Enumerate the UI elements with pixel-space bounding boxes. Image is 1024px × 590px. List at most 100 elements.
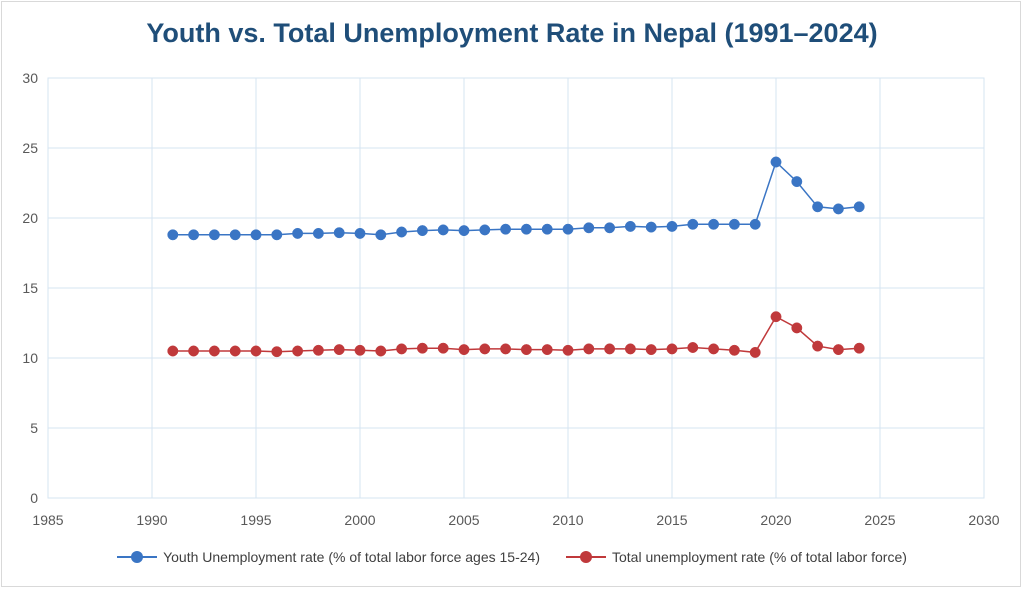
data-point-0	[167, 229, 179, 241]
data-point-1	[500, 343, 512, 355]
data-point-0	[687, 218, 699, 230]
legend-label-youth: Youth Unemployment rate (% of total labo…	[163, 549, 540, 565]
data-point-1	[541, 344, 553, 356]
legend-item-youth: Youth Unemployment rate (% of total labo…	[117, 549, 540, 565]
data-point-1	[562, 344, 574, 356]
data-point-1	[167, 345, 179, 357]
data-point-0	[520, 223, 532, 235]
data-point-0	[749, 218, 761, 230]
data-point-0	[541, 223, 553, 235]
data-point-0	[229, 229, 241, 241]
y-tick-label: 30	[22, 70, 38, 86]
data-point-0	[437, 224, 449, 236]
data-point-1	[708, 343, 720, 355]
data-point-0	[853, 201, 865, 213]
data-point-1	[396, 343, 408, 355]
legend: Youth Unemployment rate (% of total labo…	[0, 549, 1024, 565]
data-point-0	[396, 226, 408, 238]
x-tick-label: 2005	[448, 512, 479, 528]
data-point-1	[188, 345, 200, 357]
data-point-0	[312, 227, 324, 239]
data-point-1	[749, 346, 761, 358]
data-point-0	[562, 223, 574, 235]
data-point-0	[292, 227, 304, 239]
data-point-1	[437, 342, 449, 354]
data-point-1	[728, 344, 740, 356]
data-point-0	[458, 225, 470, 237]
x-tick-label: 2025	[864, 512, 895, 528]
x-tick-label: 2030	[968, 512, 999, 528]
data-point-1	[853, 342, 865, 354]
data-point-1	[416, 342, 428, 354]
data-point-0	[770, 156, 782, 168]
x-tick-label: 1990	[136, 512, 167, 528]
data-point-1	[624, 343, 636, 355]
data-point-1	[292, 345, 304, 357]
data-point-0	[333, 227, 345, 239]
data-point-0	[375, 229, 387, 241]
x-tick-label: 1995	[240, 512, 271, 528]
data-point-1	[770, 311, 782, 323]
data-point-0	[666, 220, 678, 232]
data-point-0	[791, 176, 803, 188]
data-point-1	[812, 340, 824, 352]
data-point-1	[645, 344, 657, 356]
y-tick-label: 10	[22, 350, 38, 366]
data-point-0	[250, 229, 262, 241]
data-point-0	[416, 225, 428, 237]
legend-marker-youth	[117, 551, 158, 563]
data-point-0	[645, 221, 657, 233]
data-point-0	[812, 201, 824, 213]
y-tick-label: 20	[22, 210, 38, 226]
data-point-0	[208, 229, 220, 241]
data-point-1	[666, 343, 678, 355]
y-tick-label: 25	[22, 140, 38, 156]
y-tick-label: 0	[30, 490, 38, 506]
y-tick-label: 15	[22, 280, 38, 296]
plot-border	[47, 77, 985, 499]
data-point-1	[479, 343, 491, 355]
data-point-0	[354, 227, 366, 239]
data-point-1	[520, 344, 532, 356]
data-point-1	[832, 344, 844, 356]
data-point-1	[312, 344, 324, 356]
x-tick-label: 1985	[32, 512, 63, 528]
legend-item-total: Total unemployment rate (% of total labo…	[566, 549, 907, 565]
x-tick-label: 2020	[760, 512, 791, 528]
series-line-1	[172, 315, 860, 354]
x-tick-label: 2015	[656, 512, 687, 528]
x-tick-label: 2000	[344, 512, 375, 528]
data-point-1	[271, 346, 283, 358]
legend-dot-youth	[131, 551, 144, 563]
data-point-0	[583, 222, 595, 234]
data-point-1	[250, 345, 262, 357]
legend-label-total: Total unemployment rate (% of total labo…	[612, 549, 907, 565]
series-layer	[167, 156, 865, 358]
data-point-0	[624, 220, 636, 232]
data-point-0	[728, 218, 740, 230]
data-point-0	[708, 218, 720, 230]
data-point-0	[271, 229, 283, 241]
data-point-0	[604, 222, 616, 234]
series-line-0	[172, 160, 860, 236]
data-point-1	[687, 342, 699, 353]
legend-marker-total	[566, 551, 606, 563]
data-point-1	[375, 345, 387, 357]
y-tick-label: 5	[30, 420, 38, 436]
data-point-0	[500, 223, 512, 235]
data-point-0	[832, 203, 844, 215]
data-point-1	[208, 345, 220, 357]
data-point-1	[458, 344, 470, 356]
x-tick-label: 2010	[552, 512, 583, 528]
legend-dot-total	[580, 551, 592, 563]
data-point-1	[333, 344, 345, 356]
data-point-1	[229, 345, 241, 357]
data-point-1	[354, 344, 366, 356]
data-point-0	[188, 229, 200, 241]
data-point-1	[791, 322, 803, 334]
data-point-1	[604, 343, 616, 355]
chart-title: Youth vs. Total Unemployment Rate in Nep…	[146, 18, 878, 48]
